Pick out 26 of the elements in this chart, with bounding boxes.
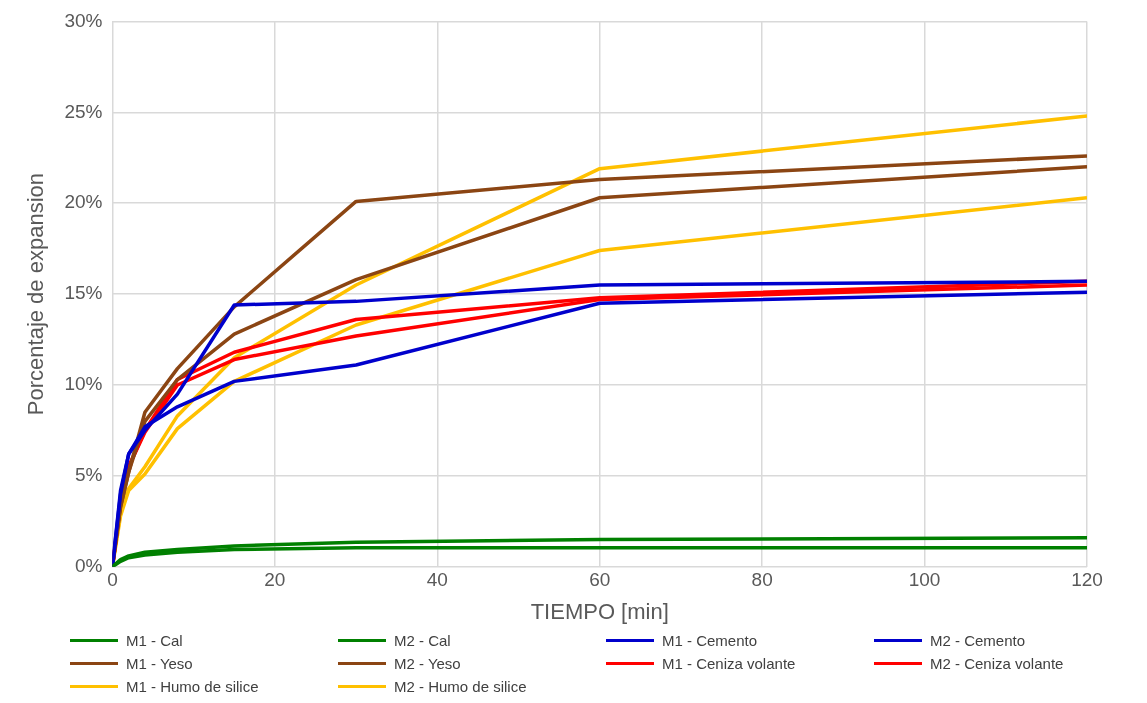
y-tick-label: 5% xyxy=(74,464,103,486)
y-tick-label: 20% xyxy=(64,191,103,213)
y-tick-label: 30% xyxy=(64,9,103,31)
legend-label: M1 - Ceniza volante xyxy=(662,655,796,672)
y-axis-title: Porcentaje de expansion xyxy=(23,173,49,416)
x-axis-title: TIEMPO [min] xyxy=(530,598,669,624)
legend-label: M1 - Cemento xyxy=(662,632,758,649)
x-tick-label: 40 xyxy=(426,569,448,591)
legend-label: M2 - Humo de silice xyxy=(394,678,527,695)
x-tick-label: 0 xyxy=(107,569,118,591)
legend-label: M1 - Yeso xyxy=(126,655,193,672)
x-tick-label: 80 xyxy=(751,569,773,591)
legend-label: M2 - Ceniza volante xyxy=(930,655,1064,672)
x-tick-label: 120 xyxy=(1071,569,1103,591)
y-tick-label: 10% xyxy=(64,373,103,395)
x-tick-label: 20 xyxy=(264,569,286,591)
x-tick-label: 60 xyxy=(589,569,611,591)
legend-label: M1 - Humo de silice xyxy=(126,678,259,695)
y-tick-label: 15% xyxy=(64,282,103,304)
y-tick-label: 25% xyxy=(64,100,103,122)
legend-label: M2 - Cemento xyxy=(930,632,1026,649)
legend-label: M1 - Cal xyxy=(126,632,183,649)
legend-label: M2 - Cal xyxy=(394,632,451,649)
legend-label: M2 - Yeso xyxy=(394,655,461,672)
x-tick-label: 100 xyxy=(908,569,941,591)
y-tick-label: 0% xyxy=(74,555,103,577)
